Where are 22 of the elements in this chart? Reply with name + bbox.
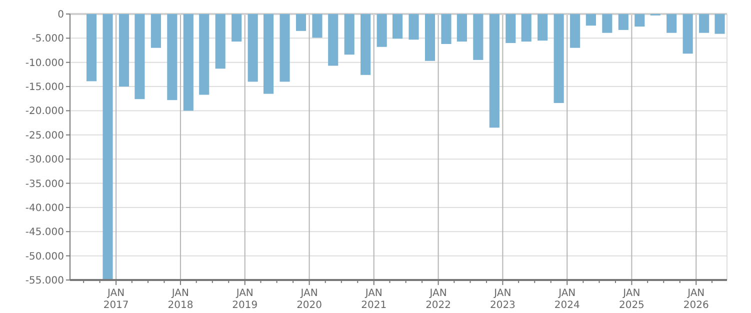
y-tick-label: -55.000 [25,276,64,286]
y-tick-label: -10.000 [25,58,64,69]
x-tick-label: JAN 2017 [103,288,129,311]
y-tick-label: -35.000 [25,178,64,190]
x-tick-label: JAN 2019 [232,288,258,311]
x-tick-label: JAN 2026 [683,288,709,311]
y-tick-label: -50.000 [25,251,64,262]
x-tick-label: JAN 2020 [296,288,322,311]
y-tick-label: 0 [58,10,64,20]
y-tick-label: -20.000 [25,106,64,118]
x-tick-label: JAN 2024 [554,288,580,311]
x-tick-label: JAN 2021 [361,288,387,311]
y-tick-label: -15.000 [25,82,64,94]
x-tick-label: JAN 2022 [426,288,452,311]
y-tick-label: -30.000 [25,154,64,166]
y-tick-label: -45.000 [25,227,64,238]
y-tick-label: -25.000 [25,130,64,142]
y-tick-label: -5.000 [32,34,64,45]
x-tick-label: JAN 2018 [168,288,194,311]
x-tick-label: JAN 2025 [618,288,644,311]
y-tick-label: -40.000 [25,202,64,214]
x-tick-label: JAN 2023 [490,288,516,311]
